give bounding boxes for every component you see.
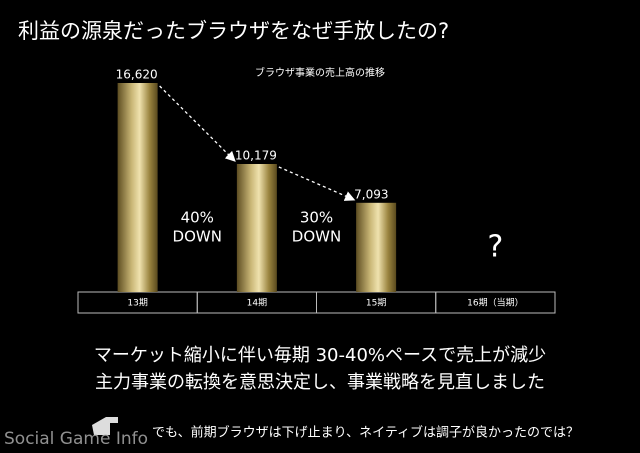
annotation: 30%: [300, 209, 333, 227]
x-tick-label: 15期: [366, 298, 386, 309]
annotation: DOWN: [292, 228, 341, 246]
slide-note: でも、前期ブラウザは下げ止まり、ネイティブは調子が良かったのでは？: [152, 425, 579, 441]
category-cell: [435, 291, 556, 314]
body-line: 主力事業の転換を意思決定し、事業戦略を見直しました: [95, 372, 545, 393]
bar: [356, 202, 397, 292]
value-label: 7,093: [354, 187, 388, 201]
watermark: Social Game Info: [4, 429, 148, 449]
value-label: 10,179: [235, 148, 277, 162]
trend-arrow: [278, 166, 356, 201]
bar: [117, 83, 158, 292]
annotation: 40%: [181, 209, 214, 227]
slide-heading: 利益の源泉だったブラウザをなぜ手放したの?: [18, 19, 449, 43]
x-tick-label: 13期: [127, 298, 147, 309]
pointer-icon: [92, 417, 118, 435]
missing-label: ?: [487, 230, 503, 265]
value-label: 16,620: [116, 68, 158, 82]
bar: [236, 163, 277, 292]
body-line: マーケット縮小に伴い毎期 30-40%ペースで売上が減少: [94, 345, 546, 366]
chart-title: ブラウザ事業の売上高の推移: [255, 66, 385, 79]
x-tick-label: 14期: [247, 298, 267, 309]
x-tick-label: 16期（当期）: [467, 297, 523, 309]
annotation: DOWN: [173, 228, 222, 246]
